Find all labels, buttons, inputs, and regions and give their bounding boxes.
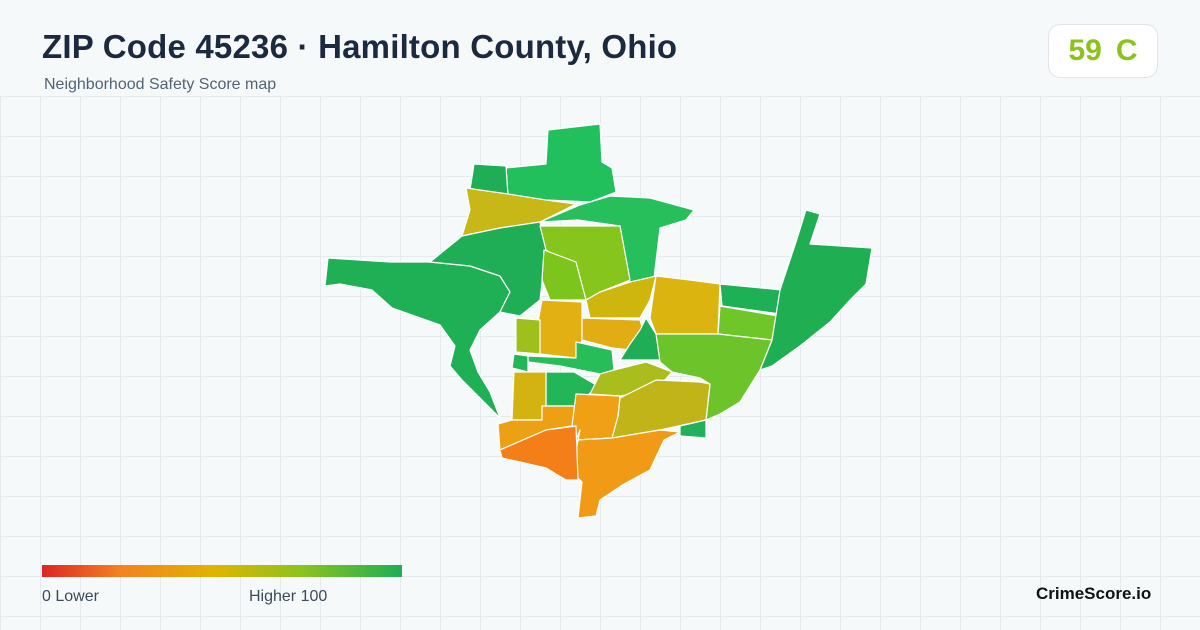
page-subtitle: Neighborhood Safety Score map — [44, 76, 277, 93]
map-regions — [324, 123, 873, 519]
map-region[interactable] — [655, 333, 773, 421]
map-region[interactable] — [515, 317, 541, 355]
page-title: ZIP Code 45236 · Hamilton County, Ohio — [42, 28, 678, 65]
map-region[interactable] — [571, 429, 681, 519]
map-region[interactable] — [499, 425, 579, 481]
legend-max-label: Higher 100 — [249, 588, 328, 605]
legend-min-label: 0 Lower — [42, 588, 99, 605]
map-region[interactable] — [539, 195, 695, 283]
map-region[interactable] — [759, 209, 873, 371]
map-region[interactable] — [429, 221, 547, 317]
safety-score-grade: C — [1115, 34, 1138, 67]
map-region[interactable] — [649, 275, 721, 335]
map-region[interactable] — [541, 249, 587, 301]
map-region[interactable] — [505, 123, 617, 203]
map-region[interactable] — [527, 341, 615, 375]
map-region[interactable] — [324, 257, 511, 419]
map-region[interactable] — [511, 371, 547, 421]
safety-score-badge: 59 C — [1048, 24, 1158, 78]
brand-logo-text[interactable]: CrimeScore.io — [1036, 584, 1152, 603]
legend-color-scale — [42, 565, 402, 577]
safety-score-value: 59 — [1068, 34, 1102, 67]
